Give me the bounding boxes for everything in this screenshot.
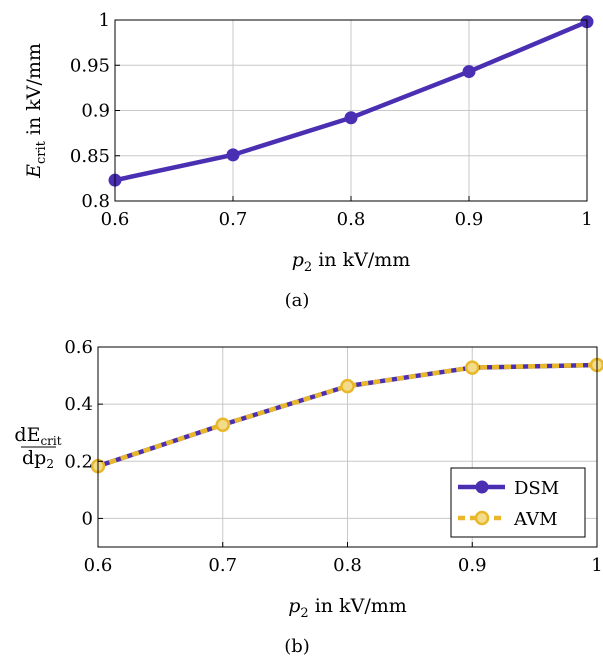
chart-a-x-var: p (292, 249, 304, 271)
dsm-a-point (344, 111, 358, 125)
a-x-tick-label: 0.6 (101, 209, 130, 230)
a-x-tick-label: 0.7 (219, 209, 248, 230)
chart-b-legend-box (450, 467, 586, 538)
chart-a-y-var: E (23, 164, 45, 179)
avm-b-point (215, 417, 230, 432)
b-x-tick-label: 0.7 (208, 555, 237, 576)
chart-a-x-axis-label: p2 in kV/mm (292, 249, 411, 275)
chart-b-y-num-sub: crit (40, 434, 61, 448)
chart-b-caption: (b) (284, 636, 310, 657)
a-y-tick-label: 0.85 (70, 146, 110, 167)
b-y-tick-label: 0.2 (64, 451, 93, 472)
chart-b-x-axis-label: p2 in kV/mm (288, 595, 407, 621)
chart-b-y-den-sub: 2 (46, 457, 54, 471)
chart-a: 0.6 0.7 0.8 0.9 1 0.8 0.85 0.9 0.95 1 p2 in kV/mm… (23, 10, 594, 311)
chart-b-legend: DSM AVM (450, 467, 586, 538)
legend-dsm-marker (475, 480, 489, 494)
chart-a-y-sub: crit (34, 140, 49, 164)
chart-b-y-denominator: dp2 (22, 447, 54, 471)
chart-a-y-unit: in kV/mm (23, 43, 45, 141)
a-x-tick-label: 0.8 (337, 209, 366, 230)
chart-a-grid (114, 19, 588, 202)
avm-b-line (97, 362, 598, 469)
chart-b-y-num-text: dE (14, 424, 40, 446)
b-x-tick-label: 0.8 (333, 555, 362, 576)
a-x-tick-label: 0.9 (455, 209, 484, 230)
chart-a-x-sub: 2 (304, 260, 312, 275)
a-y-tick-label: 0.9 (81, 101, 110, 122)
chart-a-caption: (a) (285, 290, 310, 311)
a-y-tick-label: 0.8 (81, 191, 110, 212)
legend-avm-marker (474, 510, 490, 526)
chart-b-ticks: 0.6 0.7 0.8 0.9 1 0 0.2 0.4 0.6 (64, 337, 602, 576)
chart-b-y-den-text: dp (22, 447, 46, 469)
legend-avm-label: AVM (513, 509, 558, 530)
chart-a-ticks: 0.6 0.7 0.8 0.9 1 0.8 0.85 0.9 0.95 1 (70, 10, 593, 230)
dsm-a-point (226, 148, 240, 162)
b-y-tick-label: 0 (82, 508, 93, 529)
chart-b-x-unit: in kV/mm (309, 595, 407, 617)
chart-a-y-axis-label: Ecrit in kV/mm (23, 43, 49, 179)
chart-a-x-unit: in kV/mm (312, 249, 410, 271)
dsm-a-point (462, 65, 476, 79)
a-y-tick-label: 0.95 (70, 55, 110, 76)
chart-b-x-sub: 2 (300, 606, 308, 621)
b-x-tick-label: 1 (591, 555, 602, 576)
b-y-tick-label: 0.4 (64, 394, 93, 415)
legend-dsm-label: DSM (514, 478, 559, 499)
chart-b-x-var: p (288, 595, 300, 617)
avm-b-point (465, 360, 480, 375)
b-x-tick-label: 0.6 (84, 555, 113, 576)
chart-b: 0.6 0.7 0.8 0.9 100.20.40.6 p2 in kV/mm dEcr… (14, 337, 603, 657)
chart-b-y-numerator: dEcrit (14, 424, 61, 448)
b-x-tick-label: 0.9 (458, 555, 487, 576)
chart-b-y-axis-label: dEcrit dp2 (14, 424, 61, 471)
avm-b-point (340, 378, 355, 394)
b-y-tick-label: 0.6 (64, 337, 93, 358)
a-x-tick-label: 1 (581, 209, 592, 230)
a-y-tick-label: 1 (99, 10, 110, 31)
